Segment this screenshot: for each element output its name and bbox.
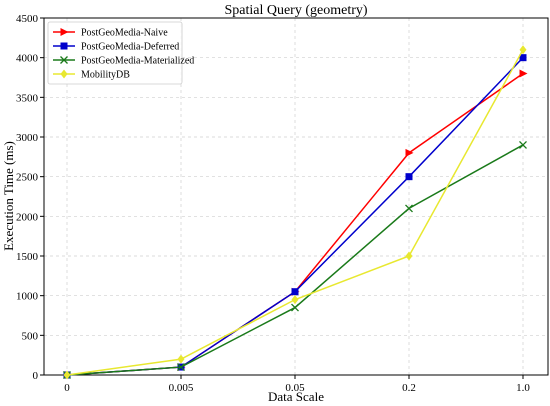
y-tick-label: 4000 (16, 53, 39, 65)
y-tick-label: 4500 (16, 13, 39, 25)
legend-item: PostGeoMedia-Materialized (53, 56, 194, 67)
data-point (519, 69, 528, 78)
data-point (519, 140, 527, 149)
y-tick-label: 2000 (16, 211, 39, 223)
y-tick-label: 2500 (16, 172, 39, 184)
legend: PostGeoMedia-Naive PostGeoMedia-Deferred P… (47, 21, 194, 85)
x-axis-label: Data Scale (268, 389, 324, 404)
series-layer (63, 45, 528, 380)
legend-label: PostGeoMedia-Naive (81, 28, 168, 39)
y-tick-label: 500 (22, 330, 39, 342)
legend-item: PostGeoMedia-Naive (53, 28, 168, 39)
data-point (405, 204, 413, 213)
x-tick-label: 1.0 (516, 382, 530, 394)
data-point (405, 251, 413, 261)
grid (44, 18, 548, 375)
data-point (177, 363, 185, 372)
y-tick-label: 1000 (16, 291, 39, 303)
legend-marker (60, 56, 68, 64)
y-tick-label: 1500 (16, 251, 39, 263)
legend-marker (60, 28, 69, 36)
y-tick-label: 3500 (16, 92, 39, 104)
legend-label: PostGeoMedia-Materialized (81, 56, 194, 67)
series-mobilitydb (63, 45, 527, 380)
data-point (291, 295, 299, 305)
legend-label: MobilityDB (81, 70, 130, 81)
y-tick-label: 0 (33, 370, 39, 382)
legend-label: PostGeoMedia-Deferred (81, 42, 179, 53)
data-point (63, 370, 71, 380)
x-tick-label: 0.05 (285, 382, 305, 394)
x-tick-label: 0 (64, 382, 70, 394)
data-point (519, 54, 527, 62)
data-point (291, 303, 299, 312)
data-point (291, 288, 299, 296)
data-point (177, 354, 185, 364)
legend-item: MobilityDB (53, 69, 130, 81)
y-axis: 0 500 1000 1500 2000 2500 3000 3500 4000 4500 (16, 13, 44, 382)
data-point (405, 173, 413, 181)
legend-item: PostGeoMedia-Deferred (53, 42, 179, 53)
legend-marker (60, 42, 68, 50)
series-postgeomedia-naive (63, 69, 528, 379)
y-tick-label: 3000 (16, 132, 39, 144)
x-axis: 0 0.005 0.05 0.2 1.0 (64, 375, 530, 394)
legend-marker (60, 69, 68, 79)
plot-frame (43, 17, 549, 376)
data-point (519, 45, 527, 55)
legend-box (47, 21, 183, 85)
x-tick-label: 0.005 (169, 382, 194, 394)
data-point (405, 148, 414, 157)
x-tick-label: 0.2 (402, 382, 416, 394)
y-axis-label: Execution Time (ms) (1, 141, 16, 251)
chart-title: Spatial Query (geometry) (224, 3, 367, 18)
